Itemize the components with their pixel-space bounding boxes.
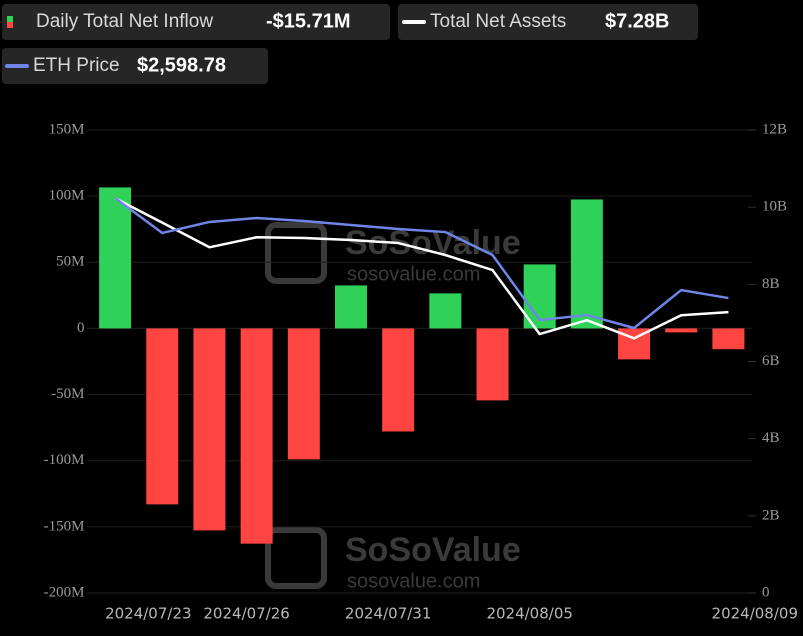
bar <box>712 328 745 350</box>
y-tick-label: 150M <box>49 121 85 137</box>
legend-label: Daily Total Net Inflow <box>36 11 213 32</box>
y-tick-label: 0 <box>77 320 85 336</box>
y2-tick-label: 8B <box>762 276 780 292</box>
watermark-brand: SoSoValue <box>345 531 521 569</box>
legend-box <box>398 4 698 40</box>
bar <box>382 328 415 432</box>
bar <box>476 328 509 401</box>
x-tick-label: 2024/08/09 <box>712 605 798 623</box>
legend-label: ETH Price <box>33 55 120 76</box>
bar <box>287 328 320 460</box>
bar <box>193 328 226 531</box>
y2-tick-label: 0 <box>762 584 770 600</box>
y-tick-label: 100M <box>49 188 85 204</box>
bar <box>665 328 698 333</box>
x-tick-label: 2024/07/23 <box>105 605 191 623</box>
legend-swatch <box>7 22 13 28</box>
y2-tick-label: 4B <box>762 430 780 446</box>
bar <box>99 187 132 329</box>
legend-box <box>2 48 268 84</box>
y2-tick-label: 6B <box>762 353 780 369</box>
bar <box>334 285 367 329</box>
y2-tick-label: 12B <box>762 121 787 137</box>
y-tick-label: -50M <box>51 386 84 402</box>
bar <box>240 328 273 544</box>
x-tick-label: 2024/08/05 <box>486 605 572 623</box>
y2-tick-label: 2B <box>762 507 780 523</box>
watermark-url: sosovalue.com <box>347 263 480 285</box>
line <box>114 197 729 340</box>
legend-value: $7.28B <box>605 10 670 32</box>
x-tick-label: 2024/07/31 <box>345 605 431 623</box>
bar <box>429 293 462 329</box>
y2-tick-label: 10B <box>762 199 787 215</box>
line <box>114 196 729 330</box>
y-tick-label: -200M <box>44 584 85 600</box>
x-tick-label: 2024/07/26 <box>203 605 289 623</box>
bar <box>146 328 179 505</box>
legend-label: Total Net Assets <box>430 11 566 32</box>
legend-box <box>2 4 390 40</box>
legend-value: $2,598.78 <box>137 54 226 76</box>
legend-value: -$15.71M <box>266 10 351 32</box>
y-tick-label: -100M <box>44 452 85 468</box>
y-tick-label: 50M <box>56 254 84 270</box>
bar <box>570 199 603 329</box>
watermark-url: sosovalue.com <box>347 570 480 592</box>
y-tick-label: -150M <box>44 518 85 534</box>
legend-swatch <box>7 16 13 22</box>
